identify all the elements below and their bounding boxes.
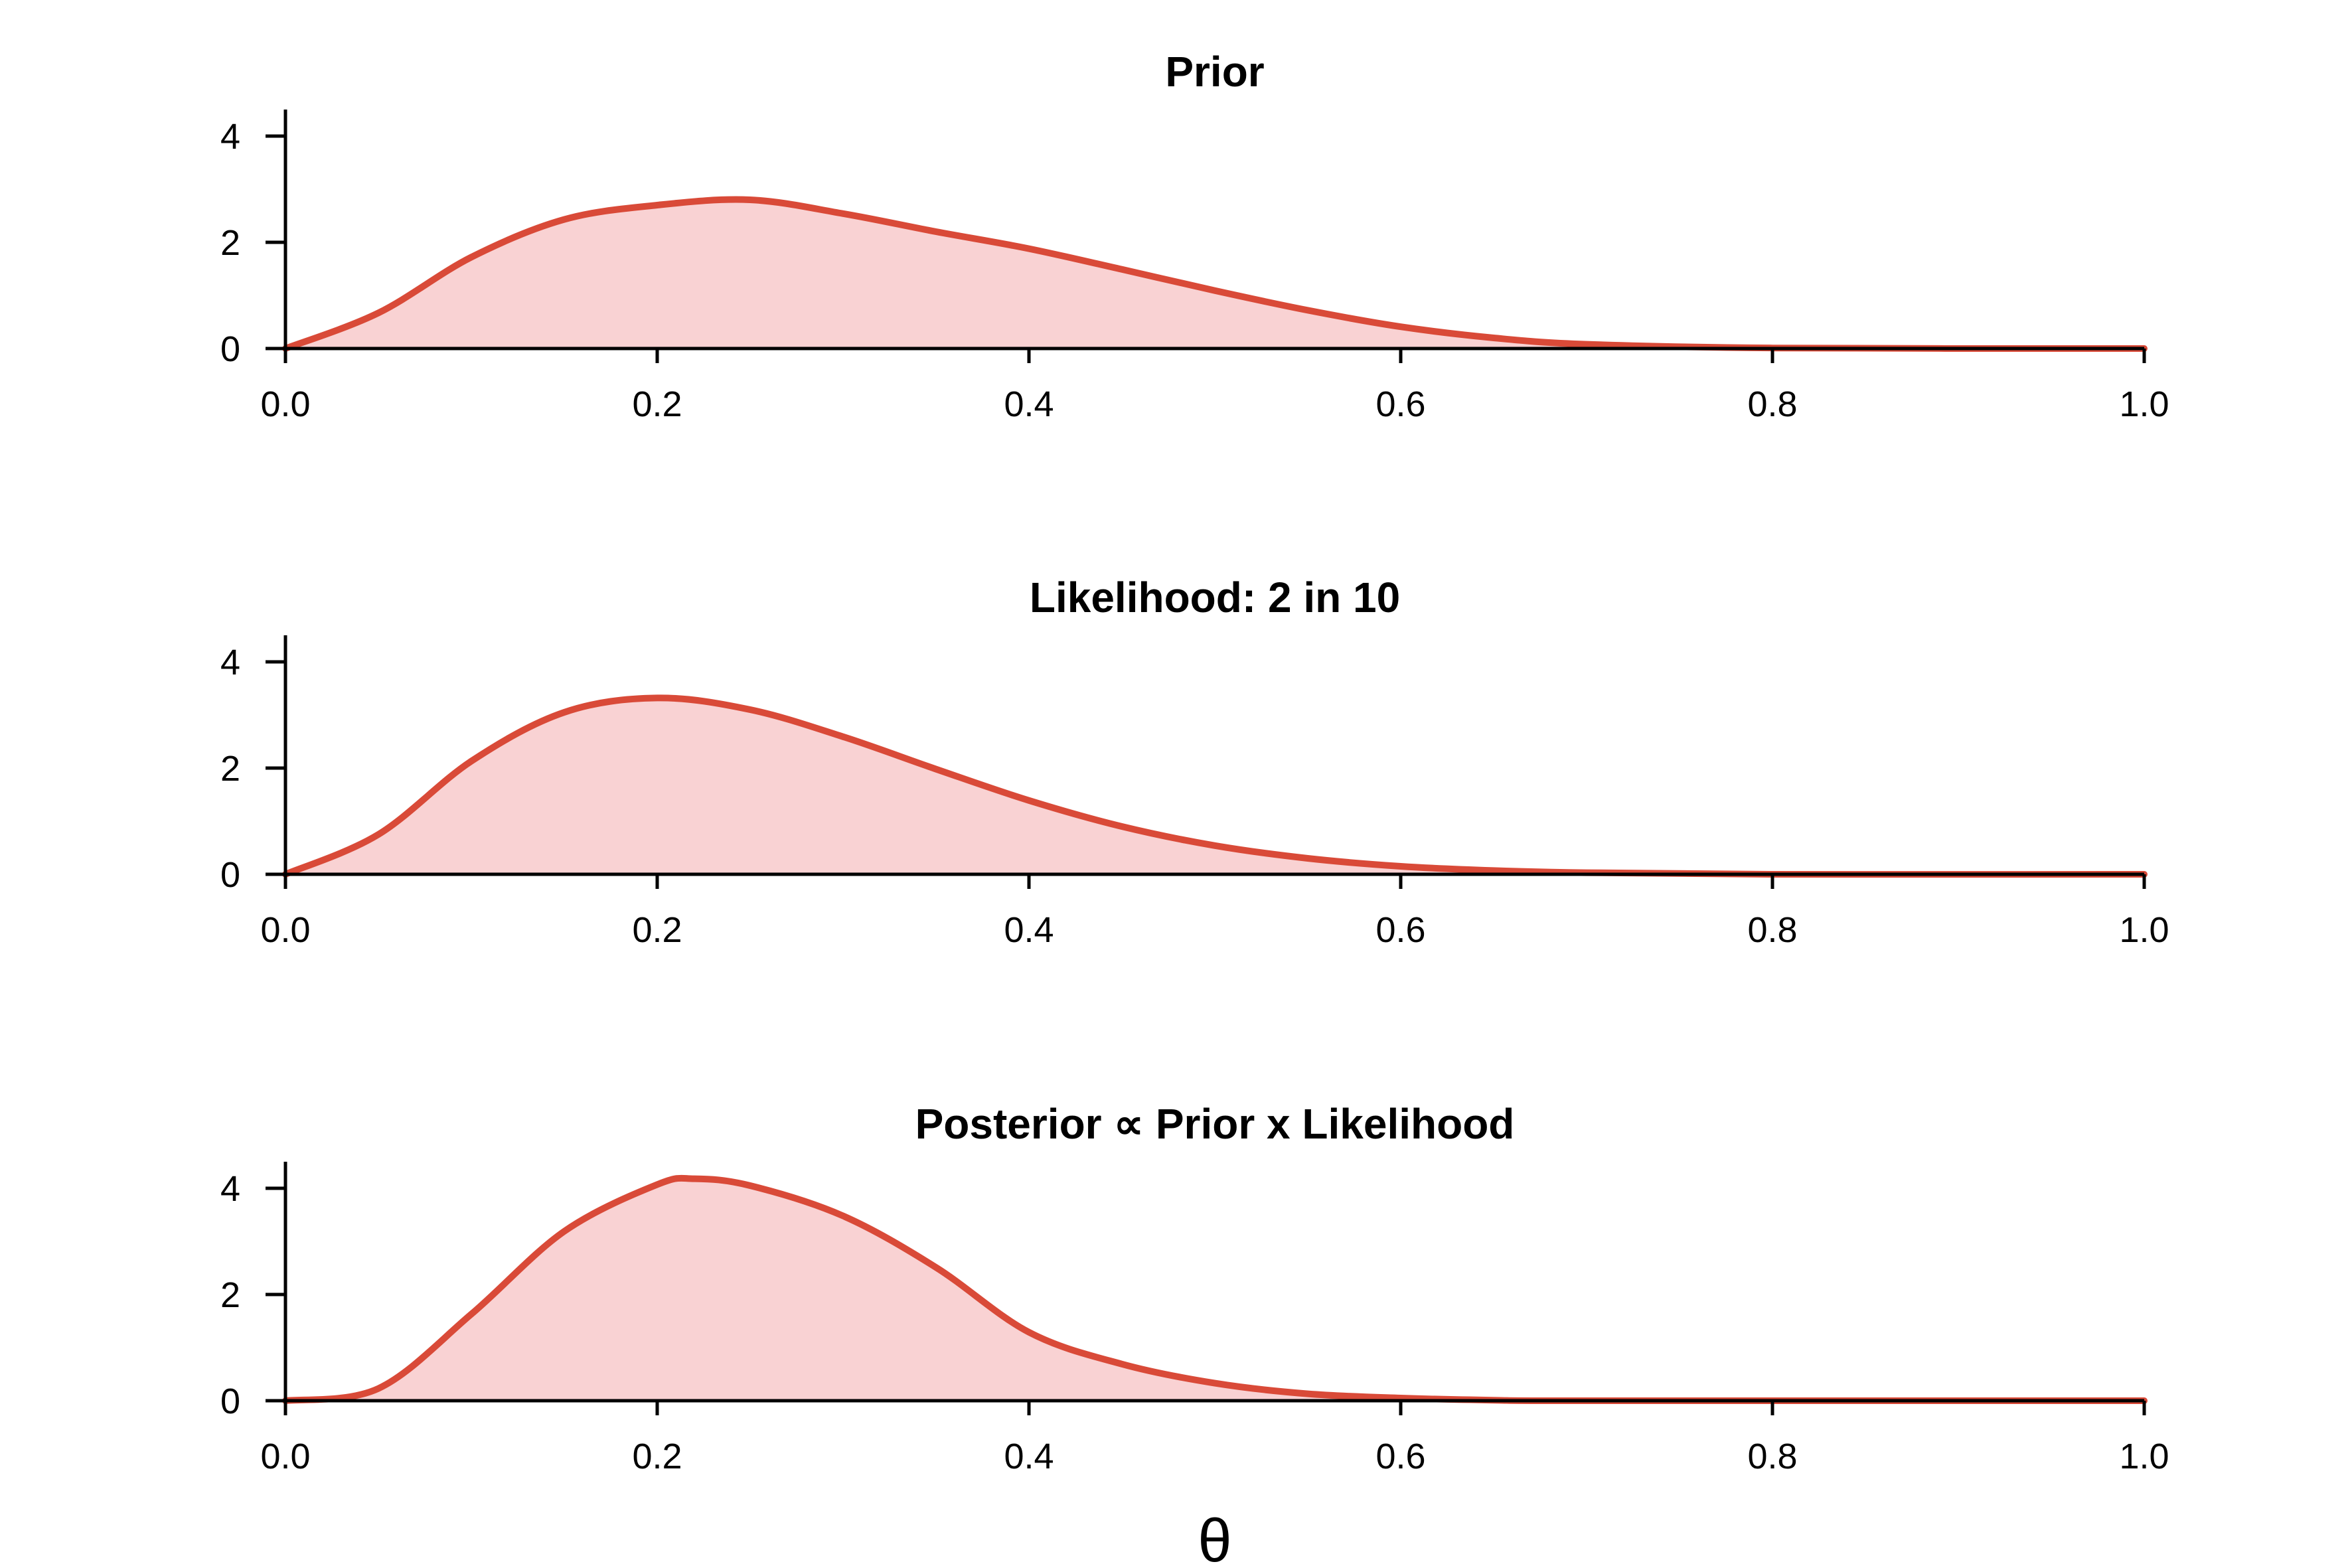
x-tick-label: 0.0 (260, 384, 310, 424)
density-area (285, 199, 2144, 349)
x-tick-label: 0.8 (1747, 1437, 1797, 1476)
panel-2: Likelihood: 2 in 10 0.0 0.2 0.4 0.6 0.8 1.0 0 2 4 (220, 574, 2169, 950)
density-curve (282, 196, 2148, 352)
x-tick-label: 0.8 (1747, 384, 1797, 424)
panel-1: Prior 0.0 0.2 0.4 0.6 0.8 1.0 0 2 4 (220, 48, 2169, 424)
x-tick-label: 0.0 (260, 1437, 310, 1476)
x-tick-label: 0.0 (260, 910, 310, 950)
y-tick-label: 4 (220, 117, 240, 157)
x-tick-label: 0.6 (1375, 910, 1425, 950)
x-tick-label: 0.2 (632, 1437, 682, 1476)
y-tick-label: 0 (220, 329, 240, 369)
x-tick-label: 0.4 (1004, 384, 1054, 424)
x-tick-label: 0.4 (1004, 910, 1054, 950)
x-tick-label: 1.0 (2119, 910, 2169, 950)
y-tick-label: 0 (220, 855, 240, 895)
y-tick-label: 4 (220, 643, 240, 682)
y-tick-label: 4 (220, 1169, 240, 1209)
x-tick-label: 1.0 (2119, 384, 2169, 424)
panel-title: Posterior ∝ Prior x Likelihood (915, 1100, 1515, 1148)
x-tick-label: 0.2 (632, 384, 682, 424)
panel-title: Prior (1165, 48, 1264, 96)
panel-3: Posterior ∝ Prior x Likelihood 0.0 0.2 0.4 0… (220, 1100, 2169, 1476)
x-tick-label: 0.4 (1004, 1437, 1054, 1476)
y-tick-label: 2 (220, 1275, 240, 1315)
density-area (285, 698, 2144, 875)
x-tick-label: 0.8 (1747, 910, 1797, 950)
x-tick-label: 0.6 (1375, 1437, 1425, 1476)
y-tick-label: 2 (220, 223, 240, 263)
y-tick-label: 2 (220, 749, 240, 789)
x-tick-label: 0.6 (1375, 384, 1425, 424)
x-tick-label: 1.0 (2119, 1437, 2169, 1476)
panel-title: Likelihood: 2 in 10 (1030, 574, 1400, 621)
x-axis-label: θ (1198, 1507, 1231, 1568)
y-tick-label: 0 (220, 1381, 240, 1421)
x-tick-label: 0.2 (632, 910, 682, 950)
density-area (285, 1178, 2144, 1401)
